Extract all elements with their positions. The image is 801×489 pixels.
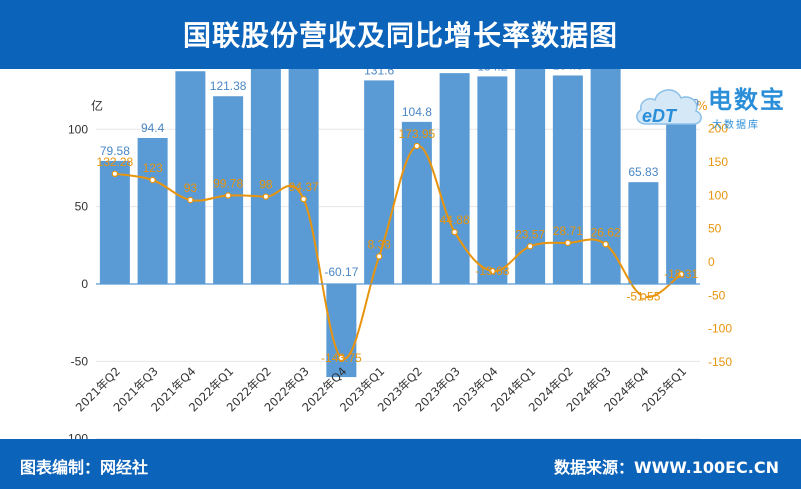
revenue-bar	[288, 69, 319, 284]
header-banner: 国联股份营收及同比增长率数据图	[0, 0, 801, 69]
right-axis-tick-label: -50	[708, 288, 726, 302]
left-axis-tick-label: 50	[75, 200, 89, 214]
line-value-label: 26.62	[591, 225, 621, 239]
revenue-bar	[99, 160, 130, 284]
line-value-label: -143.75	[321, 351, 362, 365]
revenue-bar	[175, 71, 206, 284]
bar-value-label: 121.38	[210, 79, 247, 93]
growth-rate-point	[149, 176, 156, 184]
line-value-label: 44.88	[440, 213, 470, 227]
edt-logo: eDT 电数宝 大数据库	[632, 76, 797, 136]
bar-value-label: 79.58	[100, 144, 130, 158]
line-value-label: 132.28	[97, 155, 134, 169]
bar-value-label: 104.8	[402, 105, 432, 119]
growth-rate-point	[677, 271, 685, 278]
growth-rate-point	[564, 239, 572, 247]
revenue-bar	[439, 73, 470, 284]
growth-rate-point	[187, 196, 194, 204]
growth-rate-point	[262, 193, 270, 200]
bar-value-label: 94.4	[141, 121, 165, 135]
revenue-bar	[137, 137, 168, 284]
revenue-bar	[552, 75, 583, 284]
bar-value-label: 136.31	[436, 69, 473, 70]
line-value-label: 28.71	[553, 224, 583, 238]
logo-subtitle: 大数据库	[712, 120, 760, 131]
bar-series	[99, 69, 697, 378]
right-axis-tick-label: 200	[708, 122, 728, 136]
revenue-bar	[666, 113, 697, 284]
growth-rate-point	[338, 354, 345, 362]
growth-rate-point	[413, 142, 421, 150]
growth-rate-line	[114, 145, 682, 360]
growth-rate-point	[451, 228, 458, 236]
line-value-label: -18.31	[664, 267, 698, 281]
footer-banner: 图表编制：网经社 数据来源：WWW.100EC.CN	[0, 439, 801, 489]
revenue-bar	[213, 96, 244, 284]
right-axis-unit: %	[696, 99, 707, 113]
growth-rate-point	[375, 253, 383, 260]
bar-value-label: 134.8	[553, 69, 583, 72]
revenue-bar	[250, 69, 281, 284]
revenue-bar	[515, 69, 546, 285]
revenue-bar	[364, 80, 395, 285]
logo-mark-text: eDT	[642, 106, 678, 126]
line-value-label: 99.78	[213, 176, 243, 190]
growth-rate-point	[111, 170, 119, 178]
growth-rate-point	[640, 293, 647, 300]
line-value-label: 94.37	[289, 180, 319, 194]
line-value-label: 123	[143, 161, 163, 175]
footer-source: 数据来源：WWW.100EC.CN	[553, 458, 779, 477]
right-axis-tick-label: -100	[708, 322, 732, 336]
chart-title: 国联股份营收及同比增长率数据图	[182, 19, 618, 52]
revenue-bar	[590, 69, 621, 285]
left-axis-tick-label: 100	[68, 122, 88, 136]
growth-rate-point	[300, 195, 307, 203]
line-value-label: -51.55	[626, 289, 660, 303]
growth-rate-point	[602, 241, 609, 248]
right-axis-tick-label: 100	[708, 188, 728, 202]
bar-value-label: 131.6	[364, 69, 394, 77]
right-axis-tick-label: 0	[708, 255, 715, 269]
growth-rate-point	[526, 243, 534, 250]
left-axis-tick-label: -50	[71, 354, 89, 368]
line-value-label: -13.68	[475, 264, 509, 278]
line-value-label: 93	[184, 181, 198, 195]
revenue-bar	[628, 182, 659, 284]
logo-name: 电数宝	[708, 86, 786, 114]
footer-editor: 图表编制：网经社	[20, 458, 149, 477]
cloud-logo-icon: eDT	[636, 89, 702, 126]
right-axis-tick-label: 50	[708, 222, 722, 236]
revenue-bar	[477, 76, 508, 284]
bar-value-label: 134.2	[477, 69, 507, 73]
bar-value-label: -60.17	[324, 265, 358, 279]
left-axis-tick-label: 0	[81, 277, 88, 291]
line-value-label: 23.57	[515, 227, 545, 241]
right-axis-tick-label: 150	[708, 155, 728, 169]
line-series	[111, 142, 685, 362]
line-value-label: 98	[259, 178, 273, 192]
growth-rate-point	[489, 267, 496, 275]
line-value-label: 8.38	[367, 237, 391, 251]
left-axis-tick-label: -100	[64, 432, 88, 439]
revenue-chart: -100-50050100150200亿-150-100-50050100150…	[64, 69, 732, 439]
right-axis-tick-label: -150	[708, 355, 732, 369]
bar-value-label: 65.83	[628, 165, 658, 179]
left-axis-unit: 亿	[91, 98, 103, 113]
line-value-label: 173.95	[399, 127, 436, 141]
growth-rate-point	[224, 192, 232, 199]
